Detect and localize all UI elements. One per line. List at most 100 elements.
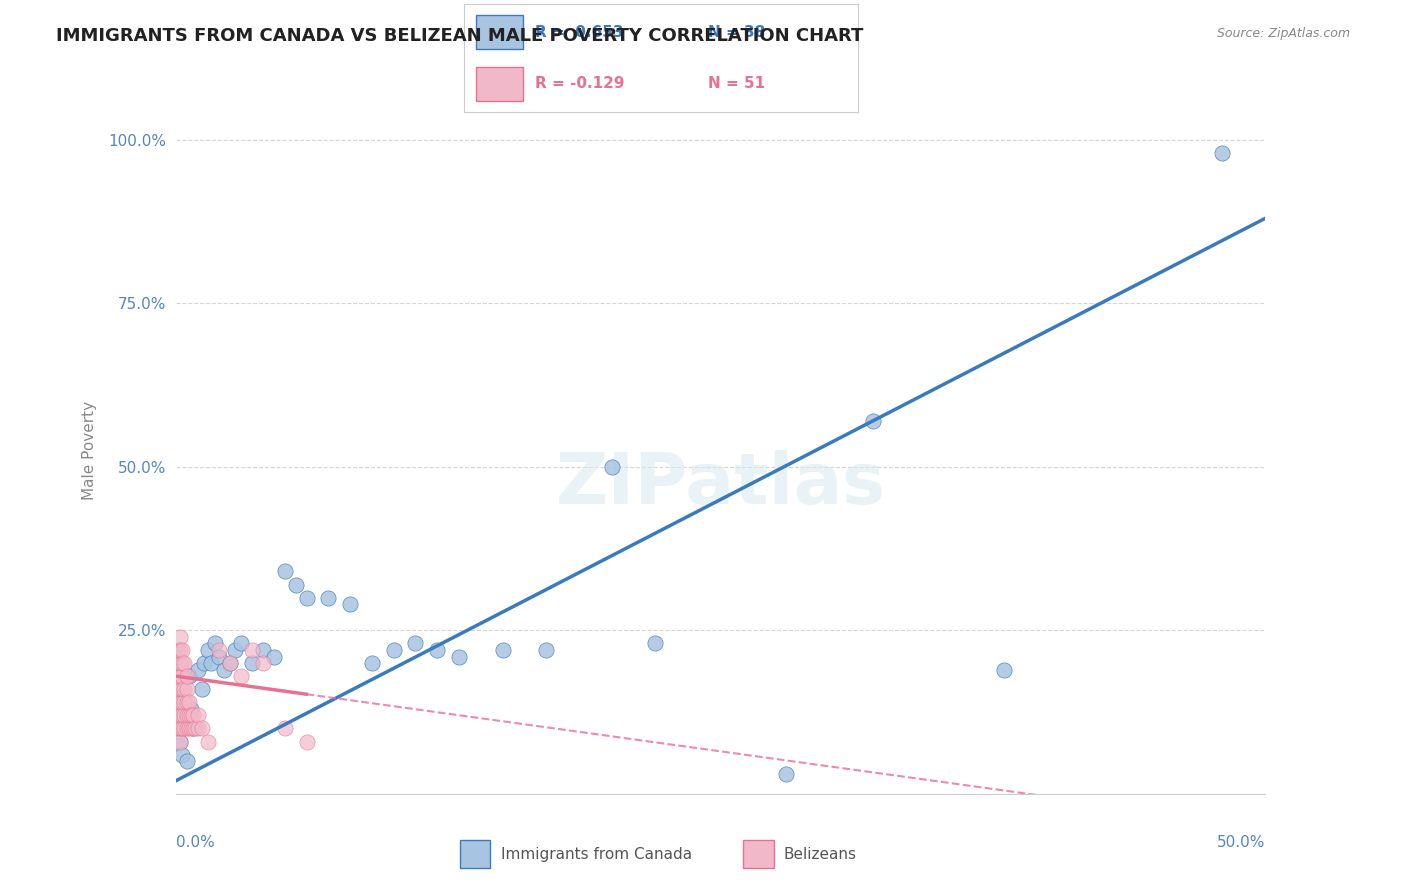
Point [644,636,666,650]
Point [176,695,198,709]
Point [263,649,285,664]
Point [360,656,382,670]
Point [173,682,195,697]
Point [295,591,318,605]
Text: R = -0.129: R = -0.129 [534,76,624,91]
Point [167,708,190,723]
Point [169,695,191,709]
Point [382,643,405,657]
Point [169,722,191,736]
Text: N = 51: N = 51 [709,76,765,91]
Point [169,708,191,723]
Point [176,754,198,768]
Point [172,747,194,762]
Point [339,597,361,611]
Point [208,649,231,664]
Point [231,669,253,683]
Point [775,767,797,781]
Point [240,643,263,657]
Point [318,591,340,605]
Point [169,630,191,644]
Point [167,656,190,670]
Point [177,708,200,723]
Point [169,734,191,748]
Text: ZIPatlas: ZIPatlas [555,450,886,519]
Point [167,722,190,736]
Point [284,577,307,591]
Point [169,682,191,697]
Point [169,669,191,683]
Point [177,722,200,736]
Text: Source: ZipAtlas.com: Source: ZipAtlas.com [1216,27,1350,40]
Point [600,459,623,474]
Point [186,708,209,723]
Point [172,656,194,670]
Point [252,656,274,670]
Point [172,643,194,657]
Point [197,643,219,657]
Point [447,649,470,664]
Point [274,722,297,736]
Text: N = 38: N = 38 [709,25,765,40]
Point [169,643,191,657]
Point [169,656,191,670]
Point [167,689,190,703]
FancyBboxPatch shape [475,15,523,49]
Point [186,663,209,677]
Point [240,656,263,670]
Point [219,656,242,670]
Point [181,708,204,723]
Point [204,636,226,650]
Point [176,682,198,697]
Point [180,702,202,716]
Point [173,695,195,709]
Point [212,663,235,677]
Point [167,669,190,683]
Text: 50.0%: 50.0% [1218,835,1265,850]
Point [252,643,274,657]
Point [173,708,195,723]
Point [186,722,209,736]
Point [200,656,222,670]
Point [219,656,242,670]
Point [534,643,557,657]
Text: Belizeans: Belizeans [785,847,858,862]
Point [173,722,195,736]
Point [176,708,198,723]
Point [862,414,884,428]
Point [177,669,200,683]
Point [426,643,449,657]
Point [208,643,231,657]
Point [180,708,202,723]
Point [181,722,204,736]
Point [184,722,207,736]
FancyBboxPatch shape [475,67,523,101]
Text: IMMIGRANTS FROM CANADA VS BELIZEAN MALE POVERTY CORRELATION CHART: IMMIGRANTS FROM CANADA VS BELIZEAN MALE … [56,27,863,45]
Point [169,734,191,748]
Point [405,636,427,650]
Point [492,643,515,657]
Point [224,643,246,657]
Y-axis label: Male Poverty: Male Poverty [82,401,97,500]
Point [173,656,195,670]
FancyBboxPatch shape [744,840,773,868]
Point [295,734,318,748]
Point [172,722,194,736]
Point [993,663,1015,677]
Point [172,695,194,709]
Point [167,643,190,657]
Point [172,682,194,697]
Point [1211,145,1233,160]
Point [231,636,253,650]
Text: Immigrants from Canada: Immigrants from Canada [501,847,692,862]
Point [176,722,198,736]
Point [176,669,198,683]
Text: R =  0.653: R = 0.653 [534,25,623,40]
FancyBboxPatch shape [460,840,491,868]
Point [177,695,200,709]
Text: 0.0%: 0.0% [176,835,215,850]
Point [193,656,215,670]
Point [197,734,219,748]
Point [172,669,194,683]
Point [181,722,204,736]
